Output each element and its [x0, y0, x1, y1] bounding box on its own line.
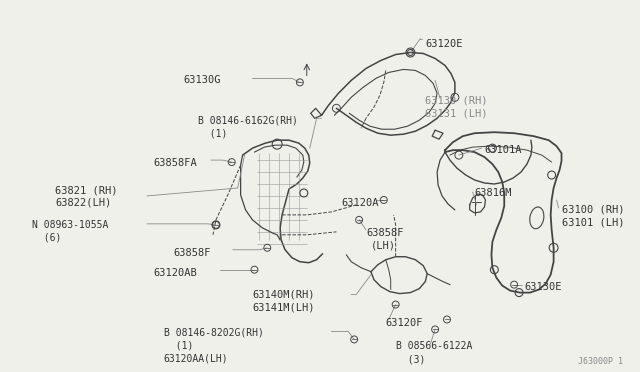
Text: 63821 (RH): 63821 (RH)	[55, 185, 118, 195]
Text: 63120E: 63120E	[425, 39, 463, 49]
Text: B 08146-6162G(RH): B 08146-6162G(RH)	[198, 115, 298, 125]
Text: J63000P 1: J63000P 1	[579, 357, 623, 366]
Text: (6): (6)	[32, 233, 61, 243]
Text: N 08963-1055A: N 08963-1055A	[32, 220, 109, 230]
Text: 63130 (RH): 63130 (RH)	[425, 95, 488, 105]
Text: 63131 (LH): 63131 (LH)	[425, 108, 488, 118]
Text: (1): (1)	[198, 128, 228, 138]
Text: 63822(LH): 63822(LH)	[55, 198, 111, 208]
Text: 63100 (RH): 63100 (RH)	[561, 205, 624, 215]
Text: 63858FA: 63858FA	[154, 158, 198, 168]
Text: B 08566-6122A: B 08566-6122A	[396, 341, 472, 352]
Text: (1): (1)	[164, 340, 193, 350]
Text: 63120F: 63120F	[386, 318, 423, 327]
Text: (3): (3)	[396, 355, 425, 364]
Text: 63130G: 63130G	[183, 76, 221, 86]
Text: 63120AB: 63120AB	[154, 268, 198, 278]
Text: 63120AA(LH): 63120AA(LH)	[164, 353, 228, 363]
Text: 63858F: 63858F	[366, 228, 403, 238]
Text: 63130E: 63130E	[524, 282, 561, 292]
Text: 63120A: 63120A	[341, 198, 379, 208]
Text: 63140M(RH): 63140M(RH)	[252, 290, 315, 299]
Text: 63101 (LH): 63101 (LH)	[561, 218, 624, 228]
Text: 63141M(LH): 63141M(LH)	[252, 302, 315, 312]
Text: 63101A: 63101A	[484, 145, 522, 155]
Text: B 08146-8202G(RH): B 08146-8202G(RH)	[164, 327, 264, 337]
Text: 63858F: 63858F	[173, 248, 211, 258]
Text: 63816M: 63816M	[475, 188, 512, 198]
Text: (LH): (LH)	[371, 241, 396, 251]
